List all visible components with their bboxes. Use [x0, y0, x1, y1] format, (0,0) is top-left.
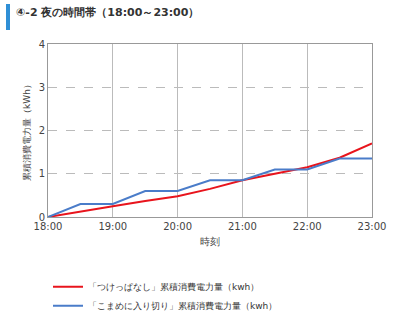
svg-text:「こまめに入り切り」累積消費電力量（kwh）: 「こまめに入り切り」累積消費電力量（kwh） [88, 301, 277, 311]
svg-text:1: 1 [39, 168, 45, 179]
svg-text:21:00: 21:00 [228, 221, 257, 232]
svg-text:22:00: 22:00 [293, 221, 322, 232]
svg-text:4: 4 [39, 39, 45, 50]
svg-text:「つけっぱなし」累積消費電力量（kwh）: 「つけっぱなし」累積消費電力量（kwh） [88, 282, 259, 292]
svg-text:累積消費電力量（kWh）: 累積消費電力量（kWh） [22, 80, 32, 181]
svg-text:20:00: 20:00 [163, 221, 192, 232]
svg-text:2: 2 [39, 125, 45, 136]
svg-text:時刻: 時刻 [200, 236, 220, 247]
svg-text:0: 0 [39, 212, 45, 223]
svg-text:23:00: 23:00 [358, 221, 387, 232]
svg-text:3: 3 [39, 82, 45, 93]
svg-text:19:00: 19:00 [98, 221, 127, 232]
html-text:④-2 夜の時間帯（18:00～23:00）: ④-2 夜の時間帯（18:00～23:00） [16, 6, 200, 19]
svg-text:18:00: 18:00 [34, 221, 63, 232]
